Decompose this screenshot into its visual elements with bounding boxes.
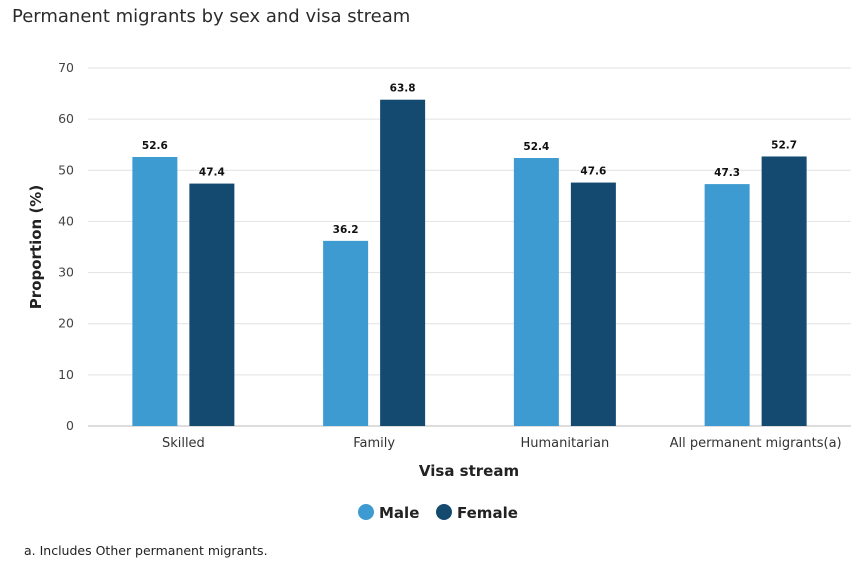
- data-label: 36.2: [333, 224, 359, 236]
- y-tick-label: 70: [58, 60, 74, 75]
- bar-female-3[interactable]: [570, 182, 616, 426]
- y-tick-label: 10: [58, 367, 74, 382]
- y-axis-title: Proportion (%): [27, 185, 45, 309]
- legend-label: Male: [379, 504, 419, 522]
- data-label: 52.7: [771, 139, 797, 151]
- bar-female-4[interactable]: [761, 156, 807, 426]
- legend-swatch-icon: [358, 504, 374, 520]
- y-tick-label: 30: [58, 265, 74, 280]
- legend-item-female[interactable]: Female: [436, 504, 518, 522]
- y-tick-label: 60: [58, 111, 74, 126]
- bar-male-2[interactable]: [323, 240, 369, 426]
- legend-label: Female: [457, 504, 518, 522]
- x-axis-title: Visa stream: [419, 462, 519, 480]
- bar-male-1[interactable]: [132, 156, 178, 426]
- y-tick-label: 40: [58, 213, 74, 228]
- y-tick-label: 20: [58, 316, 74, 331]
- data-labels: 52.6 47.4 36.2 63.8 52.4 47.6 47.3 52.7: [142, 83, 797, 236]
- chart-title: Permanent migrants by sex and visa strea…: [12, 6, 411, 27]
- data-label: 52.6: [142, 140, 168, 152]
- legend[interactable]: Male Female: [358, 504, 518, 522]
- data-label: 47.3: [714, 167, 740, 179]
- legend-item-male[interactable]: Male: [358, 504, 419, 522]
- y-tick-label: 50: [58, 162, 74, 177]
- bar-female-1[interactable]: [189, 183, 235, 426]
- bar-male-4[interactable]: [704, 184, 750, 426]
- legend-swatch-icon: [436, 504, 452, 520]
- category-label: Humanitarian: [521, 436, 610, 451]
- bar-male-3[interactable]: [513, 158, 559, 427]
- y-tick-labels: 0 10 20 30 40 50 60 70: [58, 60, 74, 433]
- data-label: 52.4: [523, 141, 549, 153]
- category-label: Family: [353, 436, 395, 451]
- bar-female-2[interactable]: [380, 99, 426, 427]
- category-label: Skilled: [162, 436, 205, 451]
- data-label: 63.8: [390, 83, 416, 95]
- y-tick-label: 0: [66, 418, 74, 433]
- data-label: 47.6: [580, 166, 606, 178]
- data-label: 47.4: [199, 167, 225, 179]
- category-label: All permanent migrants(a): [670, 436, 842, 451]
- bars: [132, 99, 807, 427]
- footnote: a. Includes Other permanent migrants.: [24, 543, 268, 558]
- category-labels: Skilled Family Humanitarian All permanent m…: [162, 436, 842, 451]
